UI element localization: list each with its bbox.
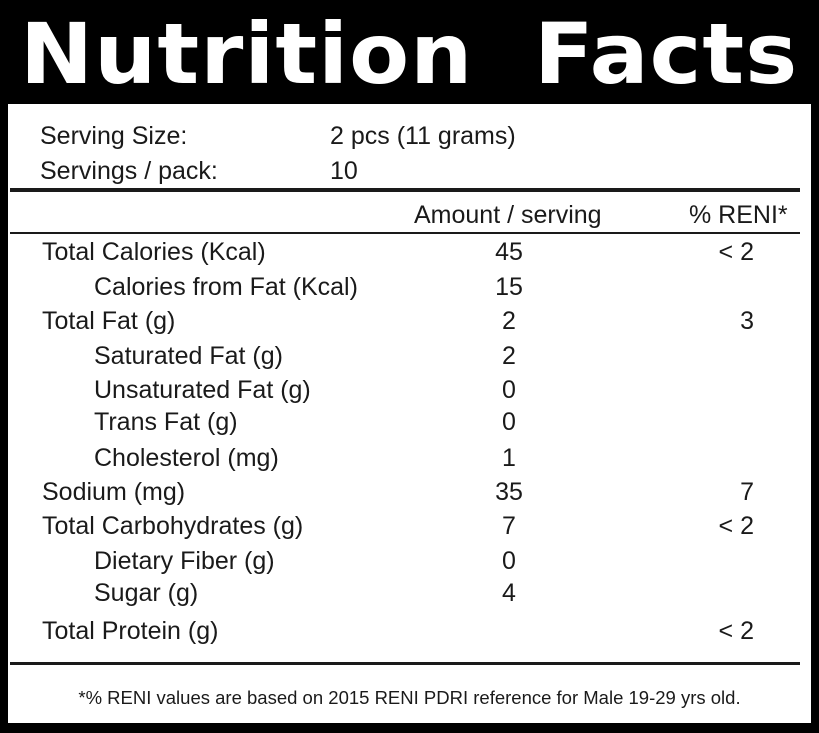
row-reni: < 2 [718, 512, 754, 540]
row-amount: 2 [502, 342, 516, 370]
row-label: Saturated Fat (g) [94, 342, 283, 370]
row-amount: 35 [495, 478, 523, 506]
row-label: Total Carbohydrates (g) [42, 512, 304, 540]
row-label: Total Calories (Kcal) [42, 238, 266, 266]
row-amount: 0 [502, 547, 516, 575]
title-word-2: Facts [534, 5, 799, 103]
row-label: Unsaturated Fat (g) [94, 376, 311, 404]
footnote: *% RENI values are based on 2015 RENI PD… [78, 687, 741, 708]
label-body: Serving Size: 2 pcs (11 grams) Servings … [8, 104, 811, 723]
footnote-divider [10, 662, 800, 665]
row-label: Sugar (g) [94, 579, 199, 607]
title-word-1: Nutrition [20, 5, 474, 103]
row-amount: 7 [502, 512, 516, 540]
row-label: Dietary Fiber (g) [94, 547, 275, 575]
row-amount: 2 [502, 307, 516, 335]
row-label: Sodium (mg) [42, 478, 186, 506]
amount-column-header: Amount / serving [414, 201, 602, 229]
row-label: Calories from Fat (Kcal) [94, 273, 358, 301]
row-label: Total Protein (g) [42, 617, 219, 645]
servings-per-pack-label: Servings / pack: [40, 157, 218, 185]
row-reni: < 2 [718, 617, 754, 645]
row-amount: 45 [495, 238, 523, 266]
header-divider [10, 232, 800, 234]
row-reni: 7 [740, 478, 754, 506]
row-label: Trans Fat (g) [94, 408, 238, 436]
serving-size-label: Serving Size: [40, 122, 188, 150]
row-label: Total Fat (g) [42, 307, 176, 335]
reni-column-header: % RENI* [689, 201, 788, 229]
row-amount: 0 [502, 376, 516, 404]
row-reni: < 2 [718, 238, 754, 266]
row-amount: 1 [502, 444, 516, 472]
row-amount: 4 [502, 579, 516, 607]
servings-per-pack-value: 10 [330, 157, 358, 185]
row-label: Cholesterol (mg) [94, 444, 279, 472]
title-band: Nutrition Facts [8, 8, 811, 104]
serving-divider [10, 188, 800, 192]
row-amount: 0 [502, 408, 516, 436]
serving-size-value: 2 pcs (11 grams) [330, 122, 516, 150]
page-title: Nutrition Facts [20, 12, 798, 96]
row-amount: 15 [495, 273, 523, 301]
nutrition-label-inner: Nutrition Facts Serving Size: 2 pcs (11 … [8, 8, 811, 723]
row-reni: 3 [740, 307, 754, 335]
